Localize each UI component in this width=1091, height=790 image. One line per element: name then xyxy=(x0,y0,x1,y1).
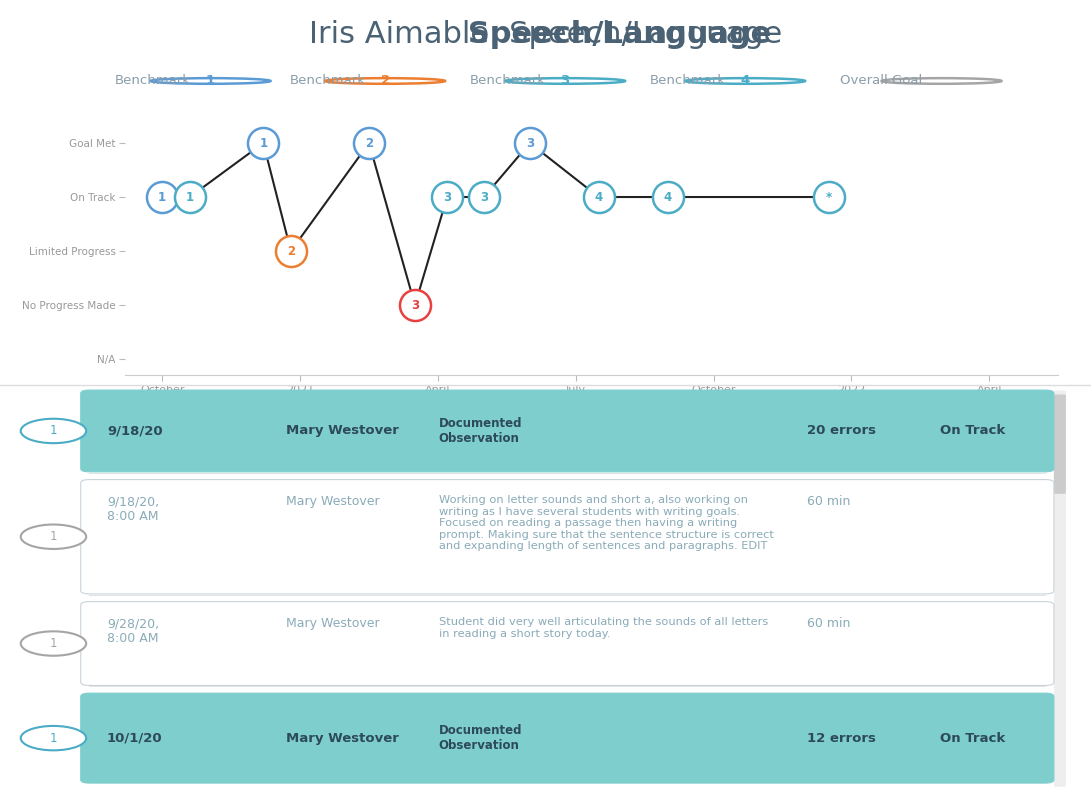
FancyBboxPatch shape xyxy=(81,602,1054,686)
FancyBboxPatch shape xyxy=(1054,394,1066,494)
Point xyxy=(521,137,539,149)
Circle shape xyxy=(21,726,86,750)
Text: Documented
Observation: Documented Observation xyxy=(439,724,523,752)
Text: 60 min: 60 min xyxy=(807,495,851,508)
Text: 20 errors: 20 errors xyxy=(807,424,876,438)
FancyBboxPatch shape xyxy=(81,480,1054,594)
Text: 4: 4 xyxy=(663,190,672,204)
Text: Mary Westover: Mary Westover xyxy=(286,495,380,508)
FancyBboxPatch shape xyxy=(81,390,1054,472)
Point xyxy=(659,190,676,203)
FancyBboxPatch shape xyxy=(81,693,1054,783)
Text: Benchmark: Benchmark xyxy=(289,74,365,88)
Text: 1: 1 xyxy=(185,190,194,204)
Point xyxy=(439,190,456,203)
Point xyxy=(476,190,493,203)
Text: 10/1/20: 10/1/20 xyxy=(107,732,163,745)
Point xyxy=(154,190,171,203)
Text: Speech/Language: Speech/Language xyxy=(320,20,771,49)
Text: On Track: On Track xyxy=(940,424,1006,438)
Text: Mary Westover: Mary Westover xyxy=(286,424,398,438)
Point xyxy=(360,137,377,149)
Point xyxy=(819,190,837,203)
Text: Mary Westover: Mary Westover xyxy=(286,617,380,630)
Text: 3: 3 xyxy=(526,137,533,149)
Text: 4: 4 xyxy=(741,74,750,88)
Text: 3: 3 xyxy=(561,74,570,88)
Text: 1: 1 xyxy=(50,732,57,745)
Text: 3: 3 xyxy=(480,190,488,204)
Text: 9/28/20,
8:00 AM: 9/28/20, 8:00 AM xyxy=(107,617,159,645)
Text: Benchmark: Benchmark xyxy=(649,74,726,88)
Text: 1: 1 xyxy=(50,637,57,650)
Text: Mary Westover: Mary Westover xyxy=(286,732,398,745)
Text: 1: 1 xyxy=(206,74,215,88)
Text: Benchmark: Benchmark xyxy=(115,74,191,88)
FancyBboxPatch shape xyxy=(1054,390,1066,787)
Text: Iris Aimable: Speech/Language: Iris Aimable: Speech/Language xyxy=(309,20,782,49)
Point xyxy=(283,245,300,258)
Text: On Track: On Track xyxy=(940,732,1006,745)
Point xyxy=(181,190,199,203)
Text: 1: 1 xyxy=(260,137,267,149)
Text: Student did very well articulating the sounds of all letters
in reading a short : Student did very well articulating the s… xyxy=(439,617,768,638)
Circle shape xyxy=(21,419,86,443)
Text: 1: 1 xyxy=(158,190,166,204)
Text: 3: 3 xyxy=(443,190,452,204)
Text: *: * xyxy=(826,190,831,204)
Circle shape xyxy=(21,631,86,656)
Text: 1: 1 xyxy=(50,424,57,438)
Text: 60 min: 60 min xyxy=(807,617,851,630)
Text: 9/18/20,
8:00 AM: 9/18/20, 8:00 AM xyxy=(107,495,159,523)
Text: Working on letter sounds and short a, also working on
writing as I have several : Working on letter sounds and short a, al… xyxy=(439,495,774,551)
Text: Overall Goal: Overall Goal xyxy=(840,74,922,88)
Text: 2: 2 xyxy=(365,137,373,149)
Text: 4: 4 xyxy=(595,190,603,204)
Circle shape xyxy=(21,525,86,549)
Text: 2: 2 xyxy=(381,74,389,88)
Text: 9/18/20: 9/18/20 xyxy=(107,424,163,438)
Point xyxy=(406,299,423,311)
Text: Benchmark: Benchmark xyxy=(469,74,546,88)
Point xyxy=(254,137,272,149)
Text: Documented
Observation: Documented Observation xyxy=(439,417,523,445)
Text: 12 errors: 12 errors xyxy=(807,732,876,745)
Point xyxy=(590,190,608,203)
Text: 3: 3 xyxy=(411,299,419,311)
Text: 2: 2 xyxy=(287,245,295,258)
Text: 1: 1 xyxy=(50,530,57,544)
